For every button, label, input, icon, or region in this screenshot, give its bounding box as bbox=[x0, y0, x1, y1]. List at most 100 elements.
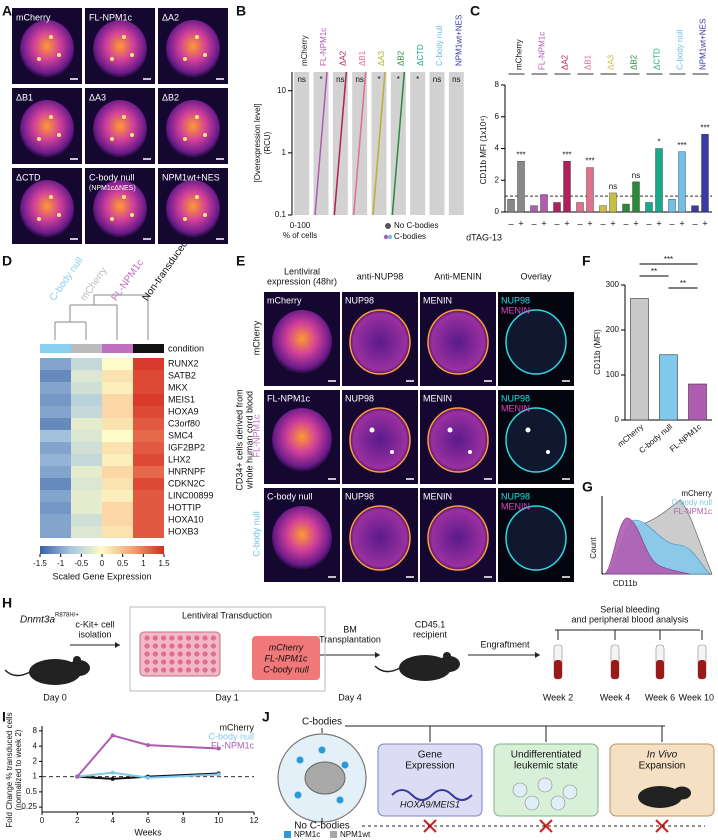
outcome-title: Expansion bbox=[639, 761, 686, 772]
heatmap-cell bbox=[102, 406, 133, 418]
well bbox=[185, 643, 192, 649]
well bbox=[144, 659, 150, 665]
cell bbox=[427, 505, 489, 571]
well bbox=[210, 635, 216, 641]
heatmap-cell bbox=[133, 466, 164, 478]
x-tick-label: FL-NPM1c bbox=[668, 422, 703, 453]
arrowhead bbox=[115, 642, 120, 648]
legend-label: No C-bodies bbox=[394, 221, 438, 230]
well bbox=[202, 643, 208, 649]
gene-label: HOXA10 bbox=[168, 514, 204, 524]
series-label: – bbox=[692, 218, 697, 228]
heatmap-cell bbox=[40, 514, 71, 526]
heatmap-cell bbox=[40, 490, 71, 502]
line bbox=[76, 734, 219, 778]
punctum bbox=[468, 450, 472, 454]
heatmap-cell bbox=[133, 478, 164, 490]
well bbox=[185, 635, 192, 641]
mouse bbox=[399, 655, 451, 681]
trend-line bbox=[391, 71, 406, 216]
image-label: NUP98 bbox=[345, 393, 374, 403]
condition-bar bbox=[71, 344, 102, 353]
image-label: FL-NPM1c bbox=[267, 393, 311, 403]
line bbox=[77, 772, 219, 780]
point bbox=[146, 743, 150, 748]
heatmap-cell bbox=[40, 466, 71, 478]
column-label: ΔB1 bbox=[358, 50, 367, 66]
column-label: C-body null bbox=[435, 25, 444, 66]
cell bbox=[427, 407, 489, 473]
y-axis-label: (RCU) bbox=[263, 131, 272, 154]
heatmap-cell bbox=[102, 490, 133, 502]
cell-icon bbox=[550, 795, 566, 811]
mouse bbox=[68, 660, 90, 676]
cell bbox=[349, 407, 411, 473]
image-label: NUP98 bbox=[345, 491, 374, 501]
column-header: Lentiviral bbox=[284, 266, 320, 276]
heatmap-cell bbox=[40, 394, 71, 406]
legend-swatch bbox=[385, 223, 391, 229]
column bbox=[429, 72, 445, 215]
punctum bbox=[195, 35, 199, 39]
heatmap-cell bbox=[40, 370, 71, 382]
image-label: C-body null bbox=[267, 491, 313, 501]
significance: * bbox=[397, 75, 400, 84]
cell-icon bbox=[562, 784, 578, 800]
significance: * bbox=[377, 75, 380, 84]
significance: ns bbox=[632, 171, 640, 180]
outcome-title: Expression bbox=[405, 761, 454, 772]
gene-label: SATB2 bbox=[168, 370, 196, 380]
series-label: – bbox=[577, 218, 582, 228]
significance: ** bbox=[680, 279, 686, 288]
significance: ** bbox=[651, 267, 657, 276]
bar bbox=[553, 202, 561, 213]
colorbar-tick-label: 0 bbox=[100, 559, 105, 568]
image-label: ΔB2 bbox=[162, 92, 179, 102]
panel-letter: B bbox=[236, 3, 246, 19]
series-label: – bbox=[508, 218, 513, 228]
heatmap-cell bbox=[133, 454, 164, 466]
well bbox=[194, 659, 200, 665]
heatmap-cell bbox=[102, 358, 133, 370]
column-label: FL-NPM1c bbox=[319, 28, 328, 66]
x-tick-label: 6 bbox=[146, 816, 151, 825]
significance: ns bbox=[355, 75, 363, 84]
image-label: MENIN bbox=[501, 305, 530, 315]
bar bbox=[599, 205, 607, 213]
heatmap-cell bbox=[71, 430, 102, 442]
punctum bbox=[122, 35, 126, 39]
cell bbox=[93, 20, 147, 78]
condition-bar bbox=[133, 344, 164, 353]
bar bbox=[530, 205, 538, 213]
panel-letter: G bbox=[582, 479, 593, 495]
cell bbox=[272, 506, 332, 570]
arrowhead bbox=[375, 652, 380, 658]
state-label: No C-bodies bbox=[294, 821, 350, 832]
punctum bbox=[37, 57, 41, 61]
column-header: Anti-MENIN bbox=[434, 271, 482, 281]
side-label: whole human cord blood bbox=[244, 391, 254, 490]
significance: ns bbox=[609, 182, 617, 191]
well bbox=[194, 643, 200, 649]
x-axis-label: Weeks bbox=[134, 827, 162, 837]
well bbox=[202, 651, 208, 657]
arrowhead bbox=[535, 652, 540, 658]
gene-label: IGF2BP2 bbox=[168, 442, 205, 452]
c-body bbox=[296, 756, 304, 764]
timepoint: Week 6 bbox=[645, 692, 675, 702]
significance: * bbox=[416, 75, 419, 84]
image-label: NUP98 bbox=[501, 295, 530, 305]
line bbox=[77, 771, 219, 779]
cell bbox=[20, 20, 74, 78]
y-axis-label: (normalized to week 2) bbox=[14, 729, 23, 810]
cell bbox=[166, 100, 220, 158]
punctum bbox=[546, 450, 550, 454]
series-label: + bbox=[679, 218, 684, 228]
blood bbox=[611, 660, 619, 679]
y-tick-label: 4 bbox=[495, 144, 500, 153]
significance: *** bbox=[516, 150, 525, 159]
punctum bbox=[110, 57, 114, 61]
gene-label: HOTTIP bbox=[168, 502, 201, 512]
c-body bbox=[336, 796, 344, 804]
heatmap-cell bbox=[102, 430, 133, 442]
